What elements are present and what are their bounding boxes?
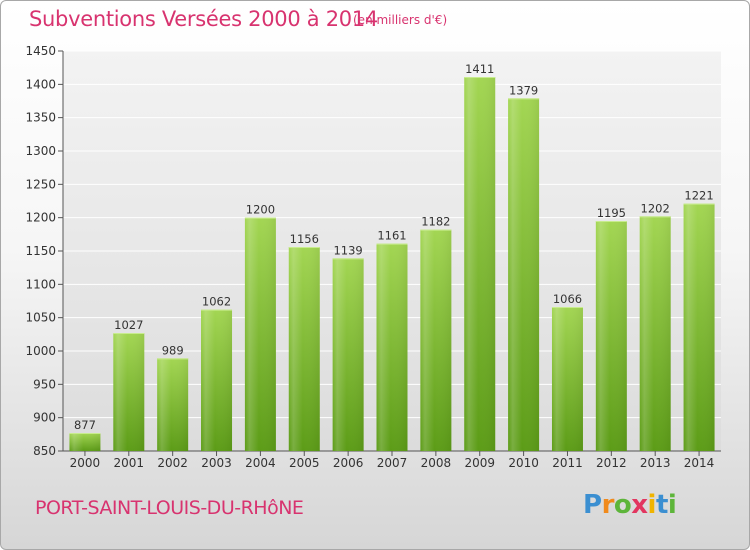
logo-letter: x — [631, 490, 648, 520]
bar-shine — [332, 258, 364, 451]
x-tick-label: 2002 — [157, 456, 188, 470]
bar-shine — [551, 307, 583, 451]
logo-letter: i — [667, 490, 677, 520]
x-tick-label: 2013 — [640, 456, 671, 470]
x-tick-label: 2008 — [421, 456, 452, 470]
y-tick-label: 1050 — [25, 311, 56, 325]
logo-letter: P — [583, 490, 602, 520]
y-tick-label: 950 — [33, 377, 56, 391]
bar-shine — [683, 203, 715, 451]
x-tick-label: 2000 — [70, 456, 101, 470]
logo-letter: t — [655, 490, 668, 520]
logo-letter: o — [613, 490, 632, 520]
x-tick-label: 2004 — [245, 456, 276, 470]
bar-chart: 850 900 950 1000 1050 1100 1150 1200 1250 1300 135… — [25, 44, 721, 470]
x-tick-label: 2011 — [552, 456, 583, 470]
bar-shine — [69, 433, 101, 451]
y-tick-label: 1400 — [25, 77, 56, 91]
x-tick-label: 2003 — [201, 456, 232, 470]
logo-letter: i — [647, 490, 657, 520]
y-tick-label: 1450 — [25, 44, 56, 58]
data-label: 1182 — [421, 215, 450, 229]
data-label: 1411 — [465, 62, 494, 76]
chart-title: Subventions Versées 2000 à 2014 — [29, 7, 378, 31]
bar-shine — [157, 358, 189, 451]
x-tick-label: 2005 — [289, 456, 320, 470]
bar-shine — [464, 77, 496, 451]
x-tick-label: 2012 — [596, 456, 627, 470]
bar-shine — [420, 229, 452, 451]
proxiti-logo: Proxiti — [583, 490, 677, 520]
x-tick-label: 2001 — [114, 456, 145, 470]
data-label: 1161 — [377, 229, 406, 243]
bar-shine — [288, 247, 320, 451]
data-label: 877 — [74, 418, 96, 432]
bar-shine — [244, 217, 276, 451]
y-tick-label: 1250 — [25, 177, 56, 191]
bar-shine — [113, 333, 145, 451]
y-tick-label: 1150 — [25, 244, 56, 258]
data-label: 1156 — [290, 232, 319, 246]
data-label: 1066 — [553, 292, 582, 306]
y-tick-label: 1100 — [25, 277, 56, 291]
y-tick-label: 900 — [33, 411, 56, 425]
x-tick-label: 2006 — [333, 456, 364, 470]
data-label: 1379 — [509, 83, 538, 97]
x-tick-label: 2009 — [464, 456, 495, 470]
data-label: 1221 — [684, 189, 713, 203]
bar-shine — [508, 98, 540, 451]
data-label: 1139 — [333, 243, 362, 257]
bar-shine — [595, 221, 627, 451]
x-tick-label: 2007 — [377, 456, 408, 470]
x-tick-label: 2010 — [508, 456, 539, 470]
data-label: 1202 — [641, 201, 670, 215]
place-name: PORT-SAINT-LOUIS-DU-RHôNE — [35, 497, 304, 519]
data-label: 1027 — [114, 318, 143, 332]
y-tick-label: 1350 — [25, 111, 56, 125]
bar-shine — [639, 216, 671, 451]
y-tick-label: 1000 — [25, 344, 56, 358]
y-tick-label: 1200 — [25, 211, 56, 225]
data-label: 989 — [162, 343, 184, 357]
data-label: 1062 — [202, 295, 231, 309]
data-label: 1195 — [597, 206, 626, 220]
bar-shine — [376, 243, 408, 451]
bar-shine — [201, 309, 233, 451]
x-tick-label: 2014 — [684, 456, 715, 470]
logo-letter: r — [601, 490, 615, 520]
y-tick-label: 1300 — [25, 144, 56, 158]
unit-note: (en milliers d'€) — [353, 13, 448, 27]
data-label: 1200 — [246, 203, 275, 217]
y-tick-label: 850 — [33, 444, 56, 458]
